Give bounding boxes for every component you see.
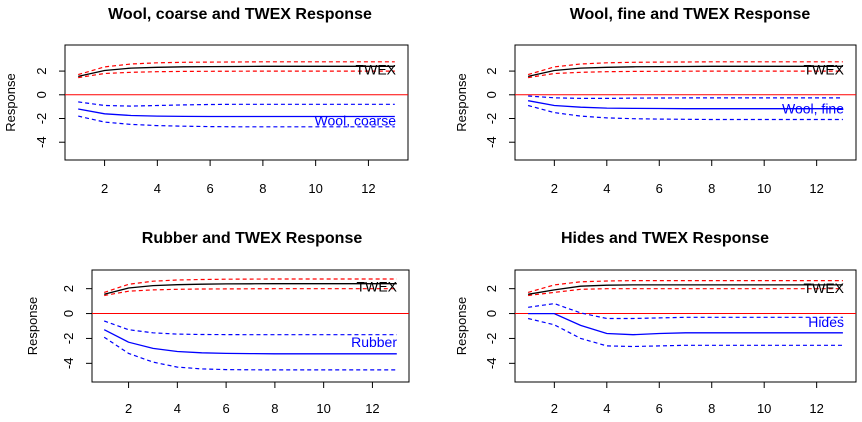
- series-1-lower-band: [104, 288, 397, 297]
- x-tick-label: 6: [206, 181, 213, 196]
- x-tick-label: 6: [656, 181, 663, 196]
- series-1-label: TWEX: [357, 279, 398, 295]
- plot-frame: [514, 44, 857, 161]
- series-1-lower-band: [528, 288, 843, 297]
- series-2-lower-band: [527, 317, 843, 348]
- plot-frame: [91, 269, 410, 383]
- series-1-label: TWEX: [356, 61, 397, 77]
- x-tick-label: 10: [757, 401, 771, 416]
- series-2-line: [103, 329, 397, 355]
- series-2-label: Wool, fine: [782, 101, 844, 117]
- series-1-upper-band: [104, 278, 397, 293]
- chart-title: Wool, coarse and TWEX Response: [108, 6, 372, 23]
- y-axis-title: Response: [454, 297, 469, 356]
- x-tick-label: 2: [101, 181, 108, 196]
- y-axis-title: Response: [454, 73, 469, 132]
- plot-frame: [514, 269, 857, 383]
- x-tick-label: 8: [708, 401, 715, 416]
- chart-panel-4: Hides and TWEX Response Response -4 -2 0 2 2 4 6…: [454, 230, 857, 416]
- y-tick-label: 0: [484, 310, 499, 317]
- x-tick-label: 2: [125, 401, 132, 416]
- series-1-label: TWEX: [804, 61, 845, 77]
- y-tick-label: -4: [484, 358, 499, 370]
- series-2-label: Wool, coarse: [315, 112, 397, 128]
- x-tick-label: 12: [809, 401, 823, 416]
- series-1-lower-band: [78, 70, 395, 79]
- y-tick-label: 0: [34, 91, 49, 98]
- y-tick-label: 2: [61, 285, 76, 292]
- series-2-line: [78, 108, 395, 118]
- chart-title: Wool, fine and TWEX Response: [570, 6, 811, 23]
- series-1-line: [527, 284, 843, 295]
- series-1-label: TWEX: [804, 280, 845, 296]
- y-tick-label: 2: [484, 285, 499, 292]
- series-2-upper-band: [528, 302, 843, 320]
- y-tick-label: 0: [61, 310, 76, 317]
- x-tick-label: 4: [154, 181, 161, 196]
- y-tick-label: -2: [484, 113, 499, 125]
- series-1-line: [78, 65, 395, 78]
- x-tick-label: 4: [174, 401, 181, 416]
- x-tick-label: 6: [222, 401, 229, 416]
- x-tick-label: 10: [308, 181, 322, 196]
- series-1-lower-band: [528, 70, 843, 79]
- y-tick-label: -2: [61, 333, 76, 345]
- chart-panel-2: Wool, fine and TWEX Response Response -4 -2…: [454, 6, 857, 196]
- series-2-upper-band: [103, 320, 397, 336]
- chart-title: Hides and TWEX Response: [561, 230, 769, 247]
- chart-panel-1: Wool, coarse and TWEX Response Response -4…: [3, 6, 409, 196]
- x-tick-label: 8: [271, 401, 278, 416]
- y-tick-label: -4: [61, 358, 76, 370]
- y-tick-label: 2: [34, 67, 49, 74]
- x-tick-label: 12: [809, 181, 823, 196]
- x-tick-label: 6: [656, 401, 663, 416]
- x-tick-label: 2: [551, 181, 558, 196]
- y-tick-label: 0: [484, 91, 499, 98]
- series-2-line: [527, 100, 843, 110]
- x-tick-label: 4: [603, 401, 610, 416]
- series-2-upper-band: [78, 101, 395, 107]
- series-1-line: [527, 65, 843, 78]
- series-2-upper-band: [528, 95, 843, 99]
- y-axis-title: Response: [3, 73, 18, 132]
- series-1-line: [104, 283, 397, 295]
- x-tick-label: 2: [551, 401, 558, 416]
- x-tick-label: 10: [316, 401, 330, 416]
- y-axis-title: Response: [25, 297, 40, 356]
- y-tick-label: 2: [484, 67, 499, 74]
- series-2-line: [528, 312, 843, 336]
- y-tick-label: -4: [34, 136, 49, 148]
- y-tick-label: -2: [484, 333, 499, 345]
- x-tick-label: 8: [259, 181, 266, 196]
- x-tick-label: 8: [708, 181, 715, 196]
- plot-frame: [64, 44, 409, 161]
- series-2-label: Hides: [808, 314, 844, 330]
- x-tick-label: 12: [365, 401, 379, 416]
- series-2-label: Rubber: [351, 334, 397, 350]
- y-tick-label: -4: [484, 136, 499, 148]
- chart-title: Rubber and TWEX Response: [142, 230, 363, 247]
- y-tick-label: -2: [34, 113, 49, 125]
- x-tick-label: 12: [361, 181, 375, 196]
- chart-panel-3: Rubber and TWEX Response Response -4 -2 0 2 2 4…: [25, 230, 410, 416]
- x-tick-label: 10: [757, 181, 771, 196]
- x-tick-label: 4: [603, 181, 610, 196]
